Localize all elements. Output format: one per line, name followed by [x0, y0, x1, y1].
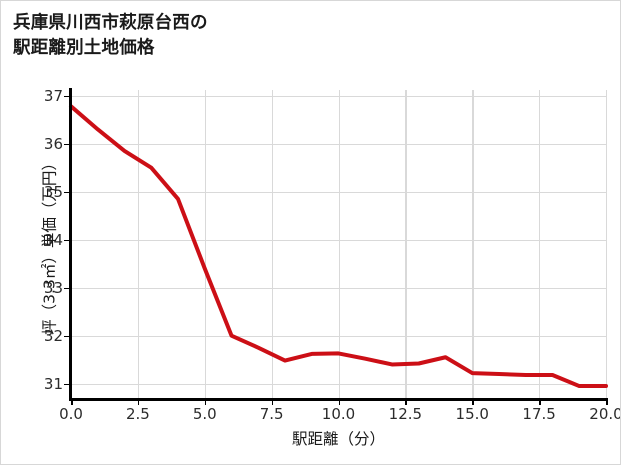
- gridline-vertical: [472, 90, 474, 399]
- y-tick-mark: [64, 239, 69, 242]
- y-tick-label: 32: [43, 326, 63, 345]
- x-tick-label: 15.0: [455, 405, 489, 423]
- x-axis-tick-labels: 0.0 2.5 5.0 7.5 10.0 12.5 15.0 17.5 20.0: [59, 405, 620, 427]
- y-tick-label: 36: [43, 134, 63, 153]
- y-axis-tick-labels: 31 32 33 34 35 36 37: [25, 86, 63, 399]
- x-tick-label: 5.0: [192, 405, 217, 423]
- y-tick-label: 37: [43, 86, 63, 105]
- x-tick-mark: [338, 400, 341, 405]
- y-tick-mark: [64, 287, 69, 290]
- x-tick-label: 0.0: [59, 405, 83, 423]
- y-tick-label: 33: [43, 278, 63, 297]
- y-tick-mark: [64, 95, 69, 98]
- y-tick-label: 34: [43, 230, 63, 249]
- y-tick-label: 31: [43, 374, 63, 393]
- y-tick-mark: [64, 191, 69, 194]
- y-axis-title: 坪（3.3㎡）単価（万円）: [40, 155, 59, 335]
- y-tick-mark: [64, 143, 69, 146]
- gridline-vertical: [204, 90, 207, 399]
- x-tick-mark: [271, 400, 274, 405]
- gridline-vertical: [405, 90, 407, 399]
- x-tick-mark: [606, 400, 608, 405]
- x-tick-mark: [71, 400, 73, 405]
- x-tick-label: 10.0: [321, 405, 356, 423]
- x-tick-label: 12.5: [388, 405, 423, 423]
- x-tick-label: 7.5: [259, 405, 284, 423]
- x-tick-mark: [539, 400, 541, 405]
- gridline-vertical: [338, 90, 340, 399]
- gridline-vertical: [539, 90, 541, 399]
- y-axis-tick-marks: [64, 90, 69, 399]
- x-axis-title: 駅距離（分）: [291, 430, 385, 448]
- y-tick-mark: [64, 383, 69, 386]
- y-tick-mark: [64, 335, 69, 338]
- x-axis-tick-marks: [71, 400, 608, 406]
- x-tick-mark: [405, 400, 407, 405]
- chart-title: 兵庫県川西市萩原台西の 駅距離別土地価格: [13, 13, 208, 58]
- data-line-series: [69, 104, 608, 389]
- y-tick-label: 35: [43, 182, 63, 201]
- gridline-vertical: [271, 90, 273, 399]
- x-tick-mark: [204, 400, 207, 405]
- x-axis-line: [69, 398, 608, 401]
- plot-area: [69, 90, 608, 399]
- x-tick-label: 17.5: [522, 405, 556, 423]
- gridline-vertical: [606, 90, 608, 399]
- gridline-vertical: [137, 90, 140, 399]
- x-tick-label: 20.0: [589, 405, 621, 423]
- x-tick-mark: [137, 400, 140, 405]
- x-tick-label: 2.5: [125, 405, 150, 423]
- x-tick-mark: [472, 400, 474, 405]
- y-axis-line: [69, 88, 72, 401]
